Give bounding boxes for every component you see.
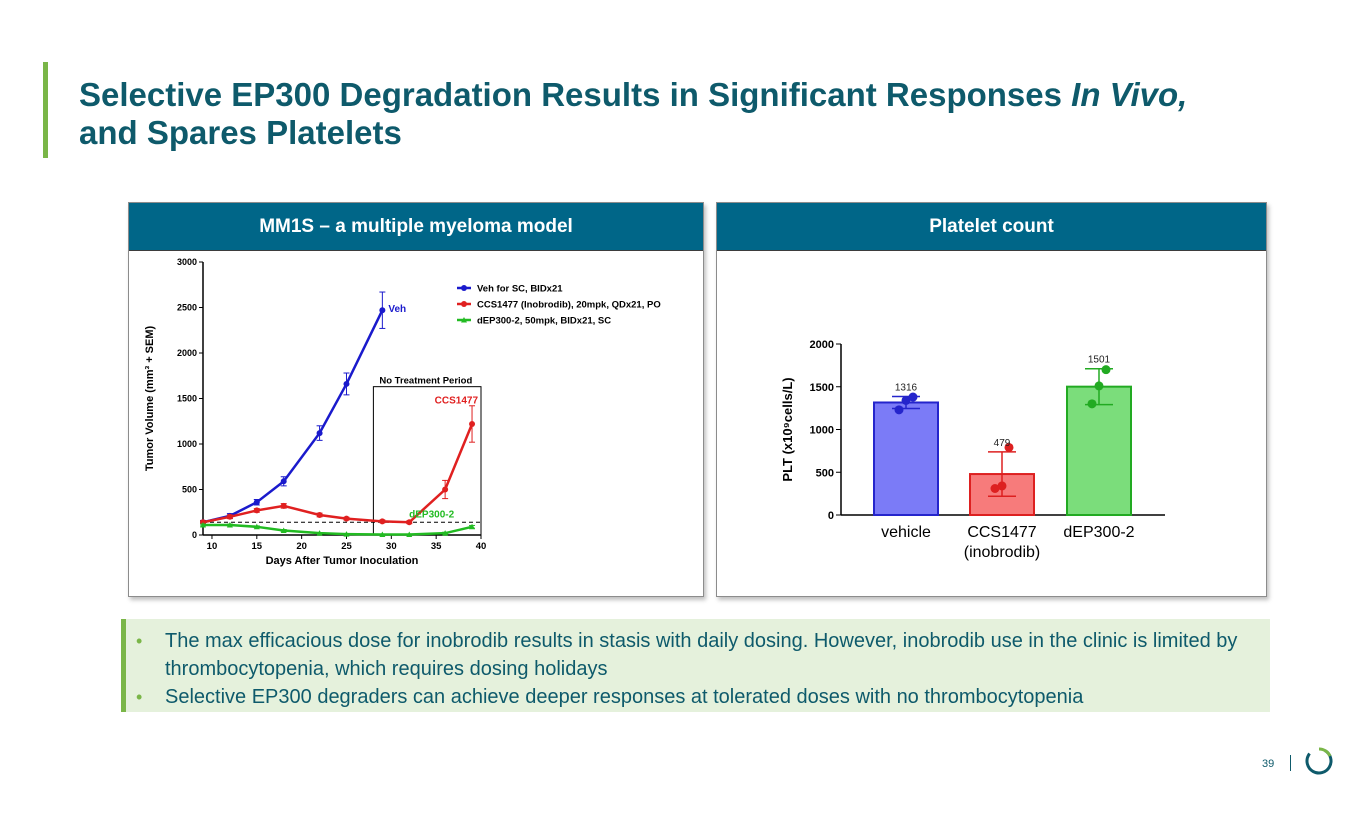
- x-tick-label: 35: [431, 541, 442, 552]
- x-tick-label: 20: [296, 541, 307, 552]
- data-point: [280, 527, 287, 533]
- bar-value-label: 1501: [1088, 355, 1111, 366]
- data-point: [280, 478, 287, 485]
- y-tick-label: 1000: [177, 439, 197, 449]
- dep300-series-label: dEP300-2: [409, 510, 454, 521]
- data-point: [316, 530, 323, 536]
- category-label: dEP300-2: [1063, 524, 1134, 541]
- y-tick-label: 3000: [177, 257, 197, 267]
- title-main: Selective EP300 Degradation Results in S…: [79, 76, 1072, 113]
- data-point: [442, 486, 449, 493]
- data-point: [253, 507, 260, 514]
- slide-title: Selective EP300 Degradation Results in S…: [79, 76, 1309, 152]
- series-line: [202, 309, 384, 524]
- y-axis-title: PLT (x10⁹cells/L): [780, 377, 795, 481]
- takeaway-bullet: The max efficacious dose for inobrodib r…: [126, 627, 1270, 683]
- data-point: [343, 531, 350, 537]
- y-tick-label: 2000: [810, 339, 834, 351]
- bar-value-label: 1316: [895, 382, 918, 393]
- x-tick-label: 15: [252, 541, 263, 552]
- data-point: [343, 380, 350, 387]
- y-tick-label: 0: [192, 530, 197, 540]
- page-number: 39: [1262, 758, 1275, 770]
- takeaways-box: The max efficacious dose for inobrodib r…: [121, 619, 1270, 712]
- ccs1477-series-label: CCS1477: [435, 396, 479, 407]
- data-point: [226, 513, 233, 520]
- title-line2: and Spares Platelets: [79, 114, 402, 151]
- y-tick-label: 500: [816, 467, 834, 479]
- category-label: vehicle: [881, 524, 931, 541]
- category-sublabel: (inobrodib): [964, 544, 1040, 561]
- data-point: [469, 523, 476, 530]
- tumor-panel-header: MM1S – a multiple myeloma model: [129, 203, 703, 251]
- data-point: [908, 392, 918, 402]
- legend-label: dEP300-2, 50mpk, BIDx21, SC: [477, 316, 611, 327]
- bar: [873, 401, 939, 516]
- data-point: [406, 531, 413, 538]
- y-tick-label: 500: [182, 485, 197, 495]
- platelet-chart: 0 500 1000 1500 2000 PLT (x10⁹cells/L) 1316 veh…: [780, 339, 1165, 561]
- page-divider: [1290, 755, 1291, 771]
- legend-label: Veh for SC, BIDx21: [477, 284, 563, 295]
- data-point: [442, 530, 449, 536]
- data-point: [200, 521, 206, 528]
- tumor-volume-panel: MM1S – a multiple myeloma model 0 500 1000…: [128, 202, 704, 597]
- bar: [1066, 385, 1132, 516]
- data-point: [253, 523, 260, 530]
- data-point: [379, 531, 386, 538]
- x-tick-label: 40: [476, 541, 487, 552]
- data-point: [280, 502, 287, 509]
- series-line: [202, 423, 474, 524]
- y-tick-label: 1500: [810, 382, 834, 394]
- data-point: [316, 511, 323, 518]
- data-point: [1004, 442, 1014, 452]
- legend-marker: [461, 301, 467, 307]
- data-point: [379, 307, 386, 314]
- data-point: [1101, 365, 1111, 375]
- title-accent-bar: [43, 62, 48, 158]
- data-point: [343, 515, 350, 522]
- y-tick-label: 2500: [177, 303, 197, 313]
- data-point: [469, 420, 476, 427]
- data-point: [226, 521, 233, 528]
- legend-marker: [461, 285, 467, 291]
- data-point: [894, 405, 904, 415]
- data-point: [1087, 399, 1097, 409]
- x-axis-title: Days After Tumor Inoculation: [266, 555, 419, 567]
- x-tick-label: 25: [341, 541, 352, 552]
- data-point: [1094, 381, 1104, 391]
- y-tick-label: 1500: [177, 394, 197, 404]
- y-axis-title: Tumor Volume (mm³ + SEM): [144, 325, 156, 471]
- series-line: [203, 523, 473, 536]
- takeaways-list: The max efficacious dose for inobrodib r…: [126, 619, 1270, 711]
- bar-value-label: 479: [994, 438, 1011, 449]
- tumor-volume-chart: 0 500 1000 1500 2000 2500 3000 10 15 20 25 30 35 40 Da…: [144, 257, 661, 567]
- data-point: [990, 483, 1000, 493]
- data-point: [253, 499, 260, 506]
- data-point: [316, 430, 323, 437]
- platelet-panel: Platelet count 0 500 1000 1500 2000 PLT (x10⁹…: [716, 202, 1267, 597]
- y-tick-label: 2000: [177, 348, 197, 358]
- takeaway-bullet: Selective EP300 degraders can achieve de…: [126, 683, 1270, 711]
- x-tick-label: 30: [386, 541, 397, 552]
- veh-series-label: Veh: [388, 304, 406, 315]
- no-treatment-label: No Treatment Period: [379, 376, 472, 387]
- title-italic: In Vivo,: [1071, 76, 1188, 113]
- legend-label: CCS1477 (Inobrodib), 20mpk, QDx21, PO: [477, 300, 661, 311]
- category-label: CCS1477: [967, 524, 1036, 541]
- platelet-panel-header: Platelet count: [717, 203, 1266, 251]
- data-point: [997, 481, 1007, 491]
- data-point: [406, 519, 413, 526]
- y-tick-label: 1000: [810, 425, 834, 437]
- legend-marker: [461, 317, 467, 323]
- company-logo-icon: [1305, 747, 1333, 775]
- y-tick-label: 0: [828, 510, 834, 522]
- x-tick-label: 10: [207, 541, 218, 552]
- data-point: [901, 395, 911, 405]
- data-point: [379, 518, 386, 525]
